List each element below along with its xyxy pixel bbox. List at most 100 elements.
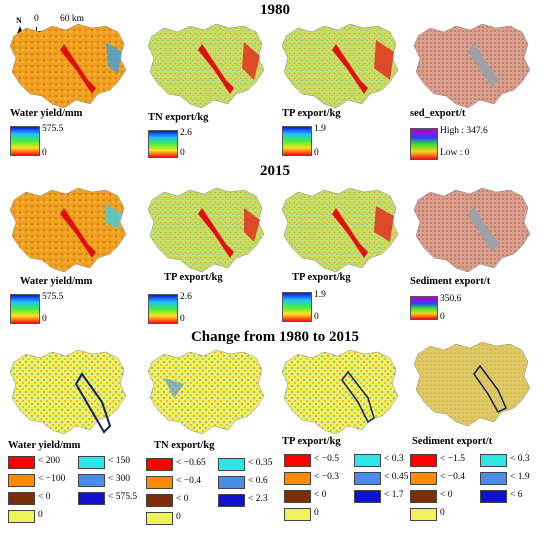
map-1980-water [9, 23, 127, 109]
legend-text: 0 [176, 512, 181, 522]
legend-text: < 0.3 [510, 454, 530, 464]
legend-max: 1.9 [314, 124, 326, 134]
legend-swatch [8, 492, 35, 505]
panel-change-tn: TN export/kg < −0.65 < −0.4 < 0 0 < 0.35… [144, 348, 274, 534]
legend-min: 0 [314, 312, 319, 322]
legend-swatch [480, 472, 507, 485]
legend-text: 0 [314, 508, 319, 518]
legend-swatch [8, 474, 35, 487]
legend-text: < 300 [108, 474, 130, 484]
panel-1980-sed: sed_export/t High : 347.6 Low : 0 [410, 22, 540, 162]
map-1980-tn [147, 23, 265, 109]
gradient-ramp [282, 292, 312, 322]
legend-text: < −0.4 [176, 476, 201, 486]
gradient-ramp [148, 130, 178, 158]
legend-min: 0 [180, 148, 185, 158]
legend-title: sed_export/t [410, 108, 466, 119]
legend-title: Water yield/mm [8, 440, 81, 451]
map-change-sed [413, 341, 531, 427]
map-2015-sed [413, 187, 531, 273]
legend-swatch [480, 490, 507, 503]
legend-text: < 0.45 [384, 472, 409, 482]
map-change-water [9, 349, 127, 435]
legend-swatch [410, 472, 437, 485]
legend-swatch [8, 456, 35, 469]
legend-text: < −0.5 [314, 454, 339, 464]
legend-swatch [284, 454, 311, 467]
gradient-ramp [10, 294, 40, 324]
title-2015: 2015 [260, 163, 290, 179]
panel-change-tp: TP export/kg < −0.5 < −0.3 < 0 0 < 0.3 <… [278, 348, 408, 534]
legend-swatch [284, 490, 311, 503]
panel-2015-sed: Sediment export/t 350.6 0 [410, 186, 540, 326]
legend-text: < 0 [440, 490, 453, 500]
legend-swatch [78, 492, 105, 505]
gradient-ramp [410, 296, 438, 320]
legend-max: 575.5 [42, 124, 64, 134]
legend-swatch [354, 490, 381, 503]
legend-text: < −0.3 [314, 472, 339, 482]
map-2015-tp-b [281, 187, 399, 273]
legend-swatch [218, 476, 245, 489]
legend-swatch [410, 508, 437, 521]
legend-title: Water yield/mm [20, 276, 93, 287]
legend-swatch [410, 454, 437, 467]
legend-text: 0 [38, 510, 43, 520]
legend-min: 0 [180, 314, 185, 324]
panel-change-sed: Sediment export/t < −1.5 < −0.4 < 0 0 < … [410, 340, 540, 534]
panel-1980-tn: TN export/kg 2.6 0 [144, 22, 274, 162]
legend-text: < 150 [108, 456, 130, 466]
legend-text: < −0.4 [440, 472, 465, 482]
legend-text: < 0.35 [248, 458, 273, 468]
gradient-ramp [410, 128, 438, 160]
legend-swatch [146, 494, 173, 507]
panel-change-water: Water yield/mm < 200 < −100 < 0 0 < 150 … [6, 348, 138, 534]
legend-text: < 0.6 [248, 476, 268, 486]
title-1980: 1980 [260, 2, 290, 18]
legend-max: High : 347.6 [440, 126, 488, 136]
legend-text: < 0 [38, 492, 51, 502]
legend-swatch [8, 510, 35, 523]
gradient-ramp [282, 126, 312, 156]
legend-title: TP export/kg [292, 272, 351, 283]
legend-swatch [284, 508, 311, 521]
legend-text: < 2.3 [248, 494, 268, 504]
legend-text: < 0 [314, 490, 327, 500]
map-change-tn [147, 349, 265, 435]
legend-text: < 0.3 [384, 454, 404, 464]
legend-min: 0 [42, 314, 47, 324]
legend-title: Water yield/mm [10, 108, 83, 119]
legend-min: Low : 0 [440, 148, 470, 158]
legend-min: 0 [440, 312, 445, 322]
legend-swatch [78, 474, 105, 487]
scale-zero: 0 [34, 14, 39, 24]
legend-text: < 575.5 [108, 492, 138, 502]
title-change: Change from 1980 to 2015 [190, 329, 360, 345]
legend-swatch [146, 512, 173, 525]
legend-title: Sediment export/t [412, 436, 493, 447]
legend-text: < −0.65 [176, 458, 206, 468]
panel-2015-tp-b: TP export/kg 1.9 0 [278, 186, 408, 326]
legend-title: TN export/kg [154, 440, 215, 451]
legend-min: 0 [314, 148, 319, 158]
map-change-tp [281, 349, 399, 435]
panel-1980-tp: TP export/kg 1.9 0 [278, 22, 408, 162]
legend-max: 1.9 [314, 290, 326, 300]
legend-text: < −100 [38, 474, 66, 484]
map-1980-tp [281, 23, 399, 109]
legend-title: TP export/kg [282, 436, 341, 447]
legend-swatch [218, 494, 245, 507]
gradient-ramp [10, 126, 40, 156]
legend-text: < 200 [38, 456, 60, 466]
legend-max: 2.6 [180, 292, 192, 302]
legend-swatch [480, 454, 507, 467]
map-1980-sed [413, 23, 531, 109]
panel-2015-water: Water yield/mm 575.5 0 [6, 186, 136, 326]
legend-max: 575.5 [42, 292, 64, 302]
legend-swatch [146, 476, 173, 489]
legend-max: 2.6 [180, 128, 192, 138]
legend-min: 0 [42, 148, 47, 158]
legend-max: 350.6 [440, 294, 462, 304]
map-2015-tp-a [147, 187, 265, 273]
map-2015-water [9, 187, 127, 273]
